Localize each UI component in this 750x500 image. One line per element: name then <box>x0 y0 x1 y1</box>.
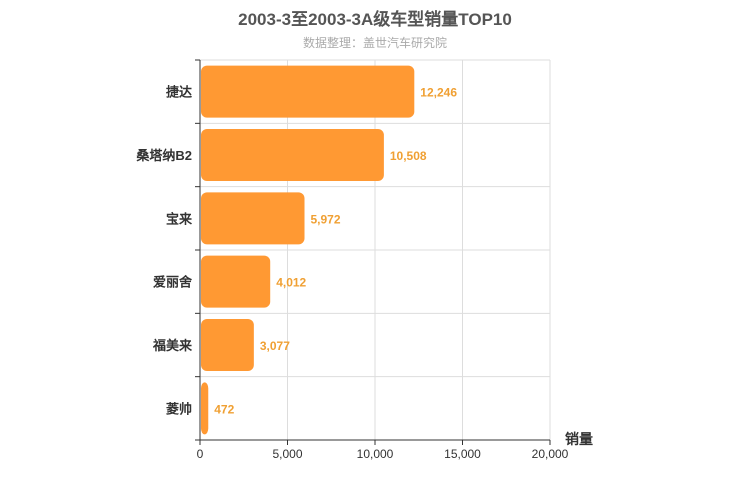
labels-group: 捷达 12,246 桑塔纳B2 10,508 宝来 5,972 爱丽舍 4,012 福美来 3,0… <box>135 85 593 461</box>
bar <box>201 319 254 371</box>
category-label: 桑塔纳B2 <box>135 148 192 163</box>
category-label: 爱丽舍 <box>153 275 193 290</box>
axes-group <box>195 59 551 445</box>
category-label: 菱帅 <box>166 401 192 416</box>
grid-lines <box>200 59 551 440</box>
bars-group <box>201 65 415 435</box>
x-axis-title: 销量 <box>565 431 593 447</box>
chart-title: 2003-3至2003-3A级车型销量TOP10 <box>238 10 512 29</box>
value-label: 5,972 <box>311 212 341 226</box>
x-tick-label: 20,000 <box>532 447 569 461</box>
chart-subtitle: 数据整理：盖世汽车研究院 <box>302 36 447 50</box>
bar <box>201 382 209 435</box>
x-tick-label: 10,000 <box>357 447 394 461</box>
bar <box>201 129 384 181</box>
x-tick-label: 15,000 <box>444 447 481 461</box>
bar <box>201 192 305 245</box>
category-label: 宝来 <box>166 211 193 226</box>
value-label: 3,077 <box>260 339 290 353</box>
value-label: 4,012 <box>276 276 306 290</box>
category-label: 捷达 <box>166 85 192 100</box>
value-label: 10,508 <box>390 149 427 163</box>
category-label: 福美来 <box>152 338 193 353</box>
x-tick-label: 5,000 <box>272 447 302 461</box>
value-label: 12,246 <box>420 86 457 100</box>
value-label: 472 <box>214 402 234 416</box>
x-tick-label: 0 <box>197 447 204 461</box>
bar <box>201 65 415 118</box>
bar <box>201 255 271 308</box>
